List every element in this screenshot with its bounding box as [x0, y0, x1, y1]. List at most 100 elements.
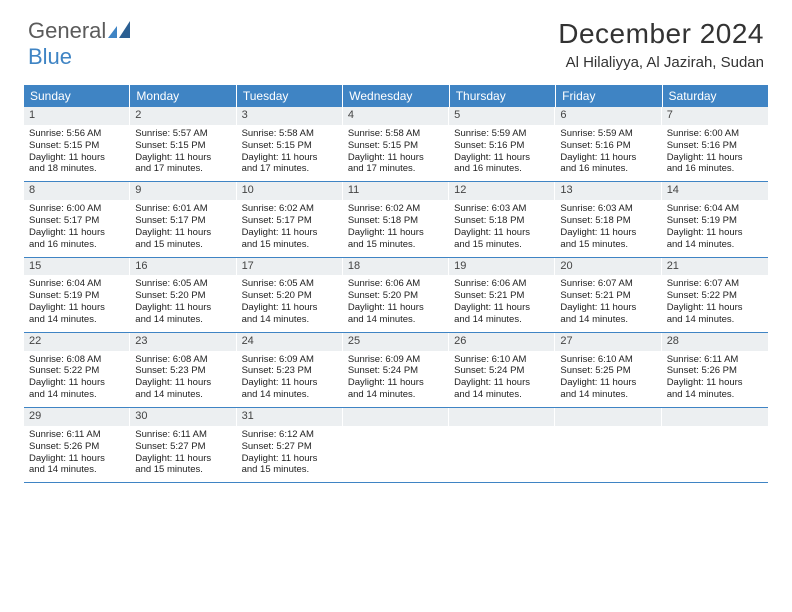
day-cell: 3Sunrise: 5:58 AMSunset: 5:15 PMDaylight…	[237, 107, 343, 181]
weekday-header: Monday	[130, 85, 236, 107]
day2-text: and 14 minutes.	[135, 314, 231, 326]
day-number	[343, 408, 449, 426]
sunrise-text: Sunrise: 6:10 AM	[560, 354, 656, 366]
day-number: 27	[555, 333, 661, 351]
weekday-header-row: Sunday Monday Tuesday Wednesday Thursday…	[24, 85, 768, 107]
day-body: Sunrise: 6:06 AMSunset: 5:21 PMDaylight:…	[449, 275, 555, 332]
sunrise-text: Sunrise: 6:00 AM	[667, 128, 763, 140]
day2-text: and 17 minutes.	[348, 163, 444, 175]
day-number: 3	[237, 107, 343, 125]
day-number: 23	[130, 333, 236, 351]
day1-text: Daylight: 11 hours	[454, 377, 550, 389]
day-number: 14	[662, 182, 768, 200]
sunrise-text: Sunrise: 6:01 AM	[135, 203, 231, 215]
day-number: 11	[343, 182, 449, 200]
title-block: December 2024 Al Hilaliyya, Al Jazirah, …	[558, 18, 764, 71]
day1-text: Daylight: 11 hours	[29, 377, 125, 389]
day-cell: 5Sunrise: 5:59 AMSunset: 5:16 PMDaylight…	[449, 107, 555, 181]
day2-text: and 15 minutes.	[135, 464, 231, 476]
day2-text: and 15 minutes.	[242, 239, 338, 251]
day2-text: and 14 minutes.	[242, 314, 338, 326]
sunrise-text: Sunrise: 5:58 AM	[242, 128, 338, 140]
day-number: 1	[24, 107, 130, 125]
day-cell: 27Sunrise: 6:10 AMSunset: 5:25 PMDayligh…	[555, 333, 661, 407]
day-cell: 13Sunrise: 6:03 AMSunset: 5:18 PMDayligh…	[555, 182, 661, 256]
day2-text: and 17 minutes.	[135, 163, 231, 175]
week-row: 15Sunrise: 6:04 AMSunset: 5:19 PMDayligh…	[24, 258, 768, 333]
sunrise-text: Sunrise: 6:11 AM	[29, 429, 125, 441]
day-number: 8	[24, 182, 130, 200]
day1-text: Daylight: 11 hours	[135, 453, 231, 465]
day-number: 24	[237, 333, 343, 351]
day-body: Sunrise: 6:11 AMSunset: 5:26 PMDaylight:…	[662, 351, 768, 408]
day-cell	[449, 408, 555, 482]
sunrise-text: Sunrise: 6:11 AM	[667, 354, 763, 366]
sunset-text: Sunset: 5:22 PM	[29, 365, 125, 377]
day-body: Sunrise: 6:12 AMSunset: 5:27 PMDaylight:…	[237, 426, 343, 483]
day-body: Sunrise: 5:59 AMSunset: 5:16 PMDaylight:…	[449, 125, 555, 182]
sunset-text: Sunset: 5:21 PM	[454, 290, 550, 302]
day-cell: 12Sunrise: 6:03 AMSunset: 5:18 PMDayligh…	[449, 182, 555, 256]
day-cell: 31Sunrise: 6:12 AMSunset: 5:27 PMDayligh…	[237, 408, 343, 482]
day2-text: and 17 minutes.	[242, 163, 338, 175]
day2-text: and 14 minutes.	[560, 314, 656, 326]
weekday-header: Saturday	[663, 85, 768, 107]
day2-text: and 14 minutes.	[29, 464, 125, 476]
day-body: Sunrise: 5:59 AMSunset: 5:16 PMDaylight:…	[555, 125, 661, 182]
day-body: Sunrise: 6:10 AMSunset: 5:24 PMDaylight:…	[449, 351, 555, 408]
day-cell: 22Sunrise: 6:08 AMSunset: 5:22 PMDayligh…	[24, 333, 130, 407]
day-cell: 7Sunrise: 6:00 AMSunset: 5:16 PMDaylight…	[662, 107, 768, 181]
sunrise-text: Sunrise: 6:02 AM	[242, 203, 338, 215]
day-cell: 6Sunrise: 5:59 AMSunset: 5:16 PMDaylight…	[555, 107, 661, 181]
sunrise-text: Sunrise: 6:10 AM	[454, 354, 550, 366]
sunrise-text: Sunrise: 5:59 AM	[560, 128, 656, 140]
sunset-text: Sunset: 5:16 PM	[560, 140, 656, 152]
weekday-header: Friday	[556, 85, 662, 107]
day-body: Sunrise: 6:07 AMSunset: 5:22 PMDaylight:…	[662, 275, 768, 332]
day-number: 22	[24, 333, 130, 351]
sunrise-text: Sunrise: 6:08 AM	[29, 354, 125, 366]
day-body: Sunrise: 6:01 AMSunset: 5:17 PMDaylight:…	[130, 200, 236, 257]
sunrise-text: Sunrise: 6:07 AM	[667, 278, 763, 290]
sunset-text: Sunset: 5:16 PM	[667, 140, 763, 152]
day-cell: 20Sunrise: 6:07 AMSunset: 5:21 PMDayligh…	[555, 258, 661, 332]
day-number: 4	[343, 107, 449, 125]
day-body: Sunrise: 6:08 AMSunset: 5:22 PMDaylight:…	[24, 351, 130, 408]
day-body: Sunrise: 5:58 AMSunset: 5:15 PMDaylight:…	[237, 125, 343, 182]
day-number: 19	[449, 258, 555, 276]
day-cell: 23Sunrise: 6:08 AMSunset: 5:23 PMDayligh…	[130, 333, 236, 407]
day1-text: Daylight: 11 hours	[135, 227, 231, 239]
day2-text: and 14 minutes.	[454, 389, 550, 401]
day2-text: and 14 minutes.	[29, 314, 125, 326]
sunset-text: Sunset: 5:17 PM	[29, 215, 125, 227]
day-cell	[662, 408, 768, 482]
sunset-text: Sunset: 5:26 PM	[29, 441, 125, 453]
day-number: 2	[130, 107, 236, 125]
sunset-text: Sunset: 5:18 PM	[348, 215, 444, 227]
sunrise-text: Sunrise: 6:05 AM	[242, 278, 338, 290]
sunrise-text: Sunrise: 6:03 AM	[560, 203, 656, 215]
week-row: 8Sunrise: 6:00 AMSunset: 5:17 PMDaylight…	[24, 182, 768, 257]
day1-text: Daylight: 11 hours	[135, 377, 231, 389]
day-number: 17	[237, 258, 343, 276]
day-body	[449, 426, 555, 482]
day-body: Sunrise: 6:04 AMSunset: 5:19 PMDaylight:…	[24, 275, 130, 332]
day-cell: 17Sunrise: 6:05 AMSunset: 5:20 PMDayligh…	[237, 258, 343, 332]
day1-text: Daylight: 11 hours	[560, 152, 656, 164]
sunset-text: Sunset: 5:17 PM	[135, 215, 231, 227]
day2-text: and 16 minutes.	[29, 239, 125, 251]
day-body: Sunrise: 6:04 AMSunset: 5:19 PMDaylight:…	[662, 200, 768, 257]
sunset-text: Sunset: 5:17 PM	[242, 215, 338, 227]
sunset-text: Sunset: 5:23 PM	[135, 365, 231, 377]
day1-text: Daylight: 11 hours	[242, 377, 338, 389]
day1-text: Daylight: 11 hours	[667, 302, 763, 314]
day1-text: Daylight: 11 hours	[29, 302, 125, 314]
day1-text: Daylight: 11 hours	[29, 227, 125, 239]
day-body	[343, 426, 449, 482]
day-number: 6	[555, 107, 661, 125]
day-cell: 10Sunrise: 6:02 AMSunset: 5:17 PMDayligh…	[237, 182, 343, 256]
day-cell: 2Sunrise: 5:57 AMSunset: 5:15 PMDaylight…	[130, 107, 236, 181]
sunrise-text: Sunrise: 6:02 AM	[348, 203, 444, 215]
day-body: Sunrise: 6:11 AMSunset: 5:27 PMDaylight:…	[130, 426, 236, 483]
day-body: Sunrise: 6:07 AMSunset: 5:21 PMDaylight:…	[555, 275, 661, 332]
